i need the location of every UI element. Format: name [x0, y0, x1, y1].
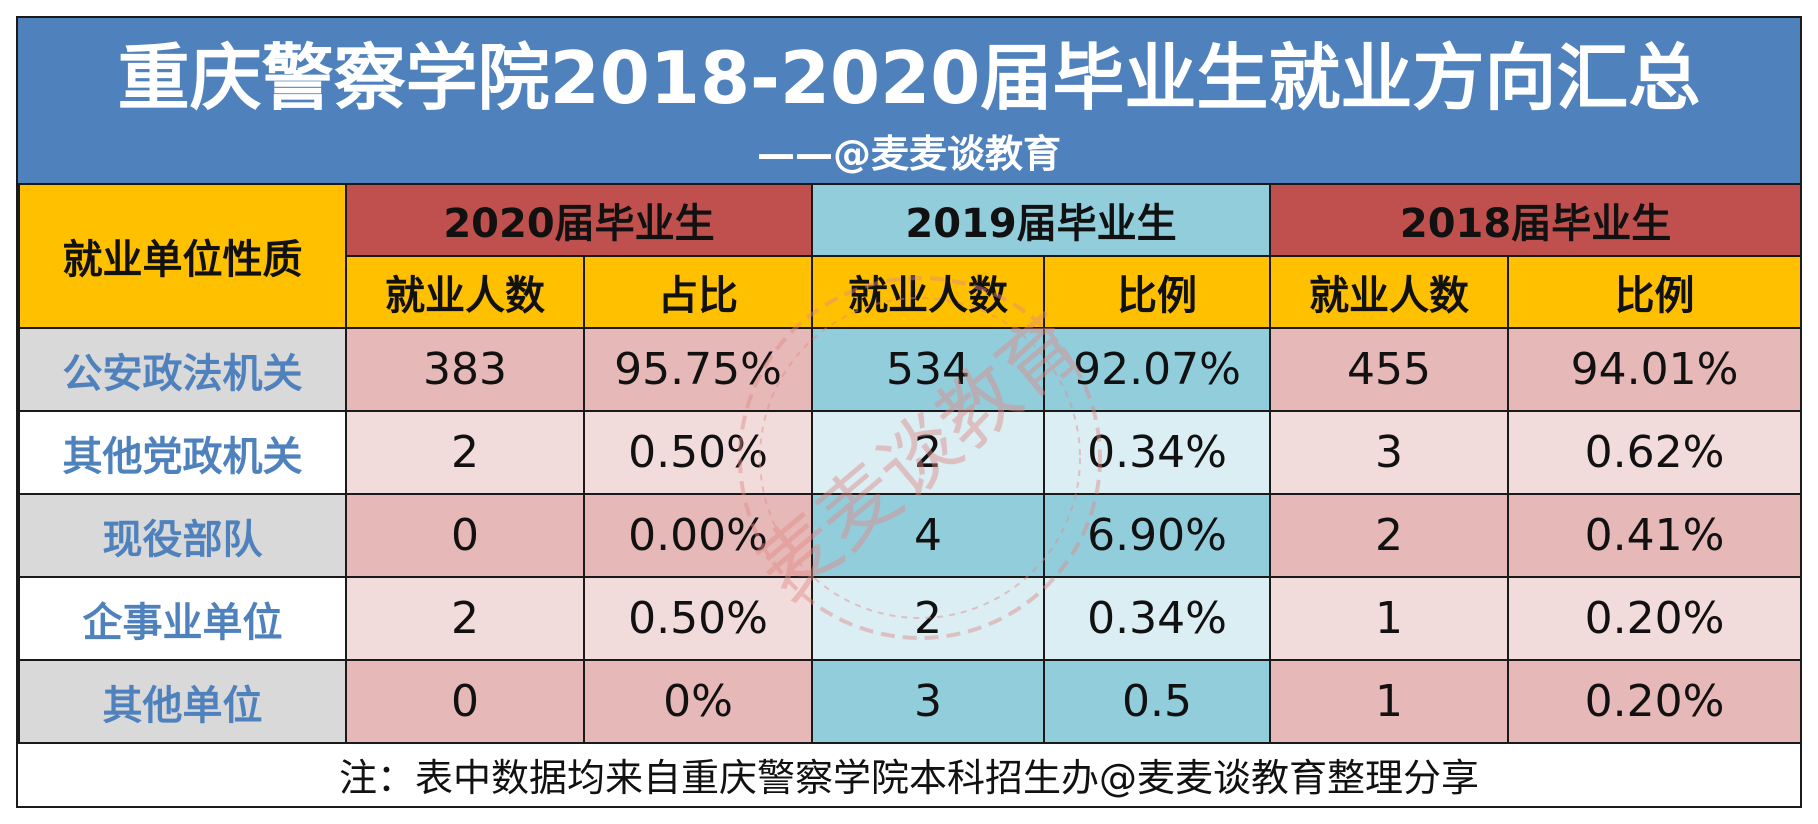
table-cell: 2 [1269, 493, 1510, 578]
table-cell: 0 [345, 493, 585, 578]
table-cell: 0.34% [1043, 410, 1272, 495]
header-row-columns: 就业人数 占比 就业人数 比例 就业人数 比例 [19, 255, 1800, 329]
row-category: 企事业单位 [18, 576, 347, 661]
table-cell: 0.20% [1507, 576, 1800, 661]
table-cell: 0 [345, 659, 585, 744]
column-header: 比例 [1043, 255, 1272, 329]
year-header-2018: 2018届毕业生 [1269, 183, 1800, 257]
table-cell: 4 [811, 493, 1046, 578]
footnote: 注：表中数据均来自重庆警察学院本科招生办@麦麦谈教育整理分享 [18, 750, 1800, 806]
table-cell: 2 [345, 410, 585, 495]
table-cell: 2 [811, 410, 1046, 495]
row-category: 公安政法机关 [18, 327, 347, 412]
table-cell: 1 [1269, 576, 1510, 661]
title-banner: 重庆警察学院2018-2020届毕业生就业方向汇总 ——@麦麦谈教育 [18, 18, 1800, 185]
table-row: 公安政法机关 383 95.75% 534 92.07% 455 94.01% [18, 327, 1800, 412]
table-cell: 0.34% [1043, 576, 1272, 661]
table-cell: 0.41% [1507, 493, 1800, 578]
table-cell: 92.07% [1043, 327, 1272, 412]
table-cell: 94.01% [1507, 327, 1800, 412]
table-cell: 95.75% [582, 327, 814, 412]
header-row-years: 就业单位性质 2020届毕业生 2019届毕业生 2018届毕业生 [18, 183, 1800, 329]
corner-header: 就业单位性质 [18, 183, 347, 329]
row-category: 其他党政机关 [18, 410, 347, 495]
column-header: 占比 [582, 255, 814, 329]
table-cell: 0.20% [1507, 659, 1800, 744]
row-category: 其他单位 [18, 659, 347, 744]
table-cell: 0.00% [582, 493, 814, 578]
table-frame: 重庆警察学院2018-2020届毕业生就业方向汇总 ——@麦麦谈教育 就业单位性… [16, 16, 1802, 808]
table-row: 其他党政机关 2 0.50% 2 0.34% 3 0.62% [18, 410, 1800, 495]
table-cell: 3 [1269, 410, 1510, 495]
table-cell: 455 [1269, 327, 1510, 412]
column-header: 比例 [1507, 255, 1800, 329]
row-category: 现役部队 [18, 493, 347, 578]
column-header: 就业人数 [345, 255, 585, 329]
table-cell: 534 [811, 327, 1046, 412]
table-row: 企事业单位 2 0.50% 2 0.34% 1 0.20% [18, 576, 1800, 661]
table-row: 现役部队 0 0.00% 4 6.90% 2 0.41% [18, 493, 1800, 578]
column-header: 就业人数 [1269, 255, 1510, 329]
table-cell: 0% [582, 659, 814, 744]
table-row: 其他单位 0 0% 3 0.5 1 0.20% [18, 659, 1800, 744]
table-cell: 3 [811, 659, 1046, 744]
table-cell: 6.90% [1043, 493, 1272, 578]
table-cell: 383 [345, 327, 585, 412]
table-cell: 0.50% [582, 576, 814, 661]
table-cell: 0.5 [1043, 659, 1272, 744]
page-title: 重庆警察学院2018-2020届毕业生就业方向汇总 [117, 36, 1701, 120]
table-cell: 0.62% [1507, 410, 1800, 495]
table-cell: 1 [1269, 659, 1510, 744]
table-cell: 2 [811, 576, 1046, 661]
table-cell: 2 [345, 576, 585, 661]
employment-table: 就业单位性质 2020届毕业生 2019届毕业生 2018届毕业生 就业人数 占… [18, 183, 1800, 744]
column-header: 就业人数 [811, 255, 1046, 329]
page-subtitle: ——@麦麦谈教育 [756, 132, 1061, 176]
year-header-2020: 2020届毕业生 [344, 183, 814, 257]
table-cell: 0.50% [582, 410, 814, 495]
year-header-2019: 2019届毕业生 [811, 183, 1272, 257]
